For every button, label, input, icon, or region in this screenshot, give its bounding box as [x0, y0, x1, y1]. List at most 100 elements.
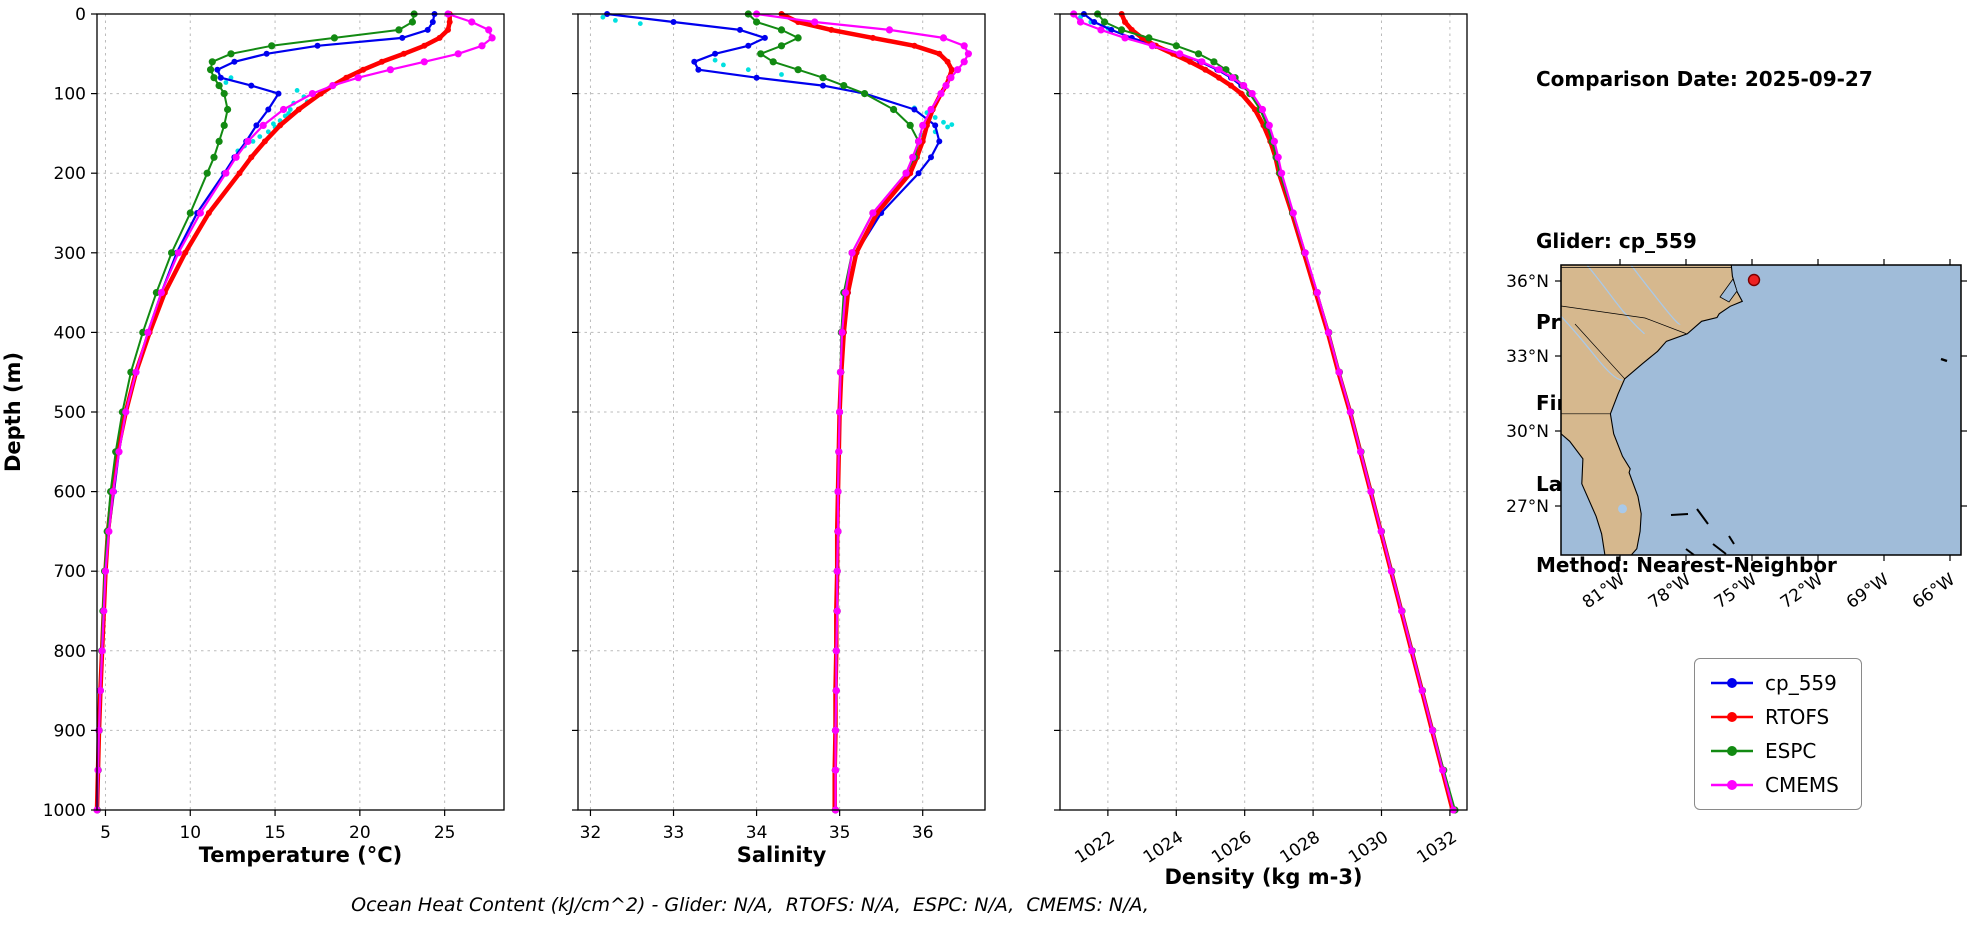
map-state-border — [1574, 323, 1625, 380]
glider-obs-point — [637, 21, 643, 26]
x-tick-label: 34 — [746, 823, 768, 843]
x-tick-label: 1022 — [1071, 827, 1118, 867]
glider-obs-point — [932, 115, 938, 120]
x-tick-label: 5 — [100, 823, 111, 843]
x-tick-label: 15 — [264, 823, 286, 843]
series-markers-CMEMS — [753, 10, 973, 814]
map-frame — [1560, 264, 1962, 556]
glider-obs-point — [745, 67, 751, 73]
ohc-caption: Ocean Heat Content (kJ/cm^2) - Glider: N… — [351, 894, 1149, 916]
y-tick-label: 800 — [54, 642, 86, 662]
map-land-coastline — [1560, 264, 1744, 556]
x-tick-label: 36 — [912, 823, 934, 843]
map-lon-label: 69°W — [1843, 570, 1893, 613]
panel-salinity: 32 33 34 35 36 Salinity — [572, 10, 986, 867]
glider-obs-point — [294, 88, 300, 93]
y-tick-label: 300 — [54, 244, 86, 264]
x-tick-label: 25 — [434, 823, 456, 843]
map-lat-label: 30°N — [1506, 422, 1549, 442]
y-axis-label: Depth (m) — [1, 352, 25, 472]
series-line-CMEMS — [95, 12, 494, 811]
series-markers-CMEMS — [93, 10, 496, 814]
map-island-bahamas — [1670, 513, 1689, 516]
panel-density: 1022 1024 1026 1028 1030 1032 Density (kg m-3) — [1054, 10, 1468, 889]
map-lon-label: 66°W — [1909, 570, 1959, 613]
x-tick-label: 10 — [179, 823, 201, 843]
y-tick-label: 500 — [54, 403, 86, 423]
y-tick-label: 100 — [54, 85, 86, 105]
map-sound-water — [1719, 278, 1738, 303]
glider-obs-point — [223, 80, 229, 85]
y-tick-label: 0 — [75, 5, 86, 25]
legend-key-icon — [1711, 678, 1753, 688]
map-river — [1560, 315, 1623, 381]
map-lon-label: 81°W — [1579, 570, 1629, 613]
x-axis-label: Salinity — [737, 843, 827, 867]
legend-label: RTOFS — [1765, 705, 1830, 729]
map-lon-label: 72°W — [1777, 570, 1827, 613]
map-lake — [1618, 504, 1627, 514]
glider-obs-point — [265, 129, 271, 135]
y-tick-label: 200 — [54, 164, 86, 184]
legend-key-icon — [1711, 746, 1753, 756]
series-markers-CMEMS — [1070, 10, 1457, 814]
map-lat-label: 36°N — [1506, 272, 1549, 292]
glider-obs-point — [949, 122, 955, 127]
map-island-bahamas — [1728, 535, 1735, 545]
map-lon-label: 75°W — [1711, 570, 1761, 613]
legend-item-CMEMS: CMEMS — [1709, 773, 1839, 797]
legend-key-icon — [1711, 712, 1753, 722]
glider-obs-point — [287, 107, 293, 112]
legend-key-icon — [1711, 780, 1753, 790]
x-tick-label: 20 — [349, 823, 371, 843]
legend-label: CMEMS — [1765, 773, 1839, 797]
x-tick-label: 35 — [829, 823, 851, 843]
x-tick-label: 33 — [663, 823, 685, 843]
map-lat-label: 33°N — [1506, 347, 1549, 367]
glider-obs-point — [721, 62, 726, 68]
glider-obs-point — [250, 139, 256, 144]
x-tick-label: 1028 — [1277, 827, 1324, 867]
x-tick-label: 1026 — [1208, 827, 1255, 867]
y-tick-label: 600 — [54, 483, 86, 503]
legend-item-RTOFS: RTOFS — [1709, 705, 1839, 729]
y-tick-label: 900 — [54, 721, 86, 741]
map-state-border — [1560, 305, 1688, 335]
legend-item-ESPC: ESPC — [1709, 739, 1839, 763]
legend-label: ESPC — [1765, 739, 1817, 763]
glider-obs-point — [613, 18, 618, 23]
comparison-date-text: Comparison Date: 2025-09-27 — [1536, 67, 1873, 91]
series-line-CMEMS — [1072, 13, 1455, 811]
map-island-bahamas — [1696, 508, 1709, 525]
legend-item-cp_559: cp_559 — [1709, 671, 1839, 695]
map-island-bahamas — [1685, 548, 1695, 556]
location-map: 81°W 78°W 75°W 72°W 69°W 66°W 36°N 33°N 30°N 27°N — [1506, 259, 1967, 613]
glider-name-text: Glider: cp_559 — [1536, 229, 1697, 253]
glider-obs-point — [945, 124, 950, 130]
y-tick-label: 700 — [54, 562, 86, 582]
glider-location-marker — [1747, 273, 1761, 287]
glider-obs-point — [941, 119, 946, 125]
glider-obs-point — [257, 134, 263, 140]
map-river — [1630, 264, 1681, 325]
x-axis-label: Density (kg m-3) — [1164, 865, 1362, 889]
info-spacer — [1536, 147, 1873, 174]
x-tick-label: 32 — [580, 823, 602, 843]
map-island-bahamas — [1712, 543, 1727, 555]
glider-obs-point — [600, 14, 606, 20]
map-lat-label: 27°N — [1506, 497, 1549, 517]
profile-plots: 5 10 15 20 25 0 100 200 300 400 500 600 700 800 900 100… — [1, 5, 1468, 889]
x-tick-label: 1030 — [1345, 827, 1392, 867]
x-tick-label: 1024 — [1140, 827, 1187, 867]
map-lon-label: 78°W — [1645, 570, 1695, 613]
glider-obs-point — [271, 121, 276, 127]
map-river — [1586, 264, 1645, 335]
legend-label: cp_559 — [1765, 671, 1837, 695]
glider-obs-point — [779, 72, 784, 77]
x-tick-label: 1032 — [1413, 827, 1460, 867]
map-island-bermuda — [1940, 357, 1948, 363]
y-tick-label: 400 — [54, 323, 86, 343]
glider-obs-point — [712, 57, 718, 63]
panel-temperature: 5 10 15 20 25 0 100 200 300 400 500 600 700 800 900 100… — [43, 5, 505, 867]
